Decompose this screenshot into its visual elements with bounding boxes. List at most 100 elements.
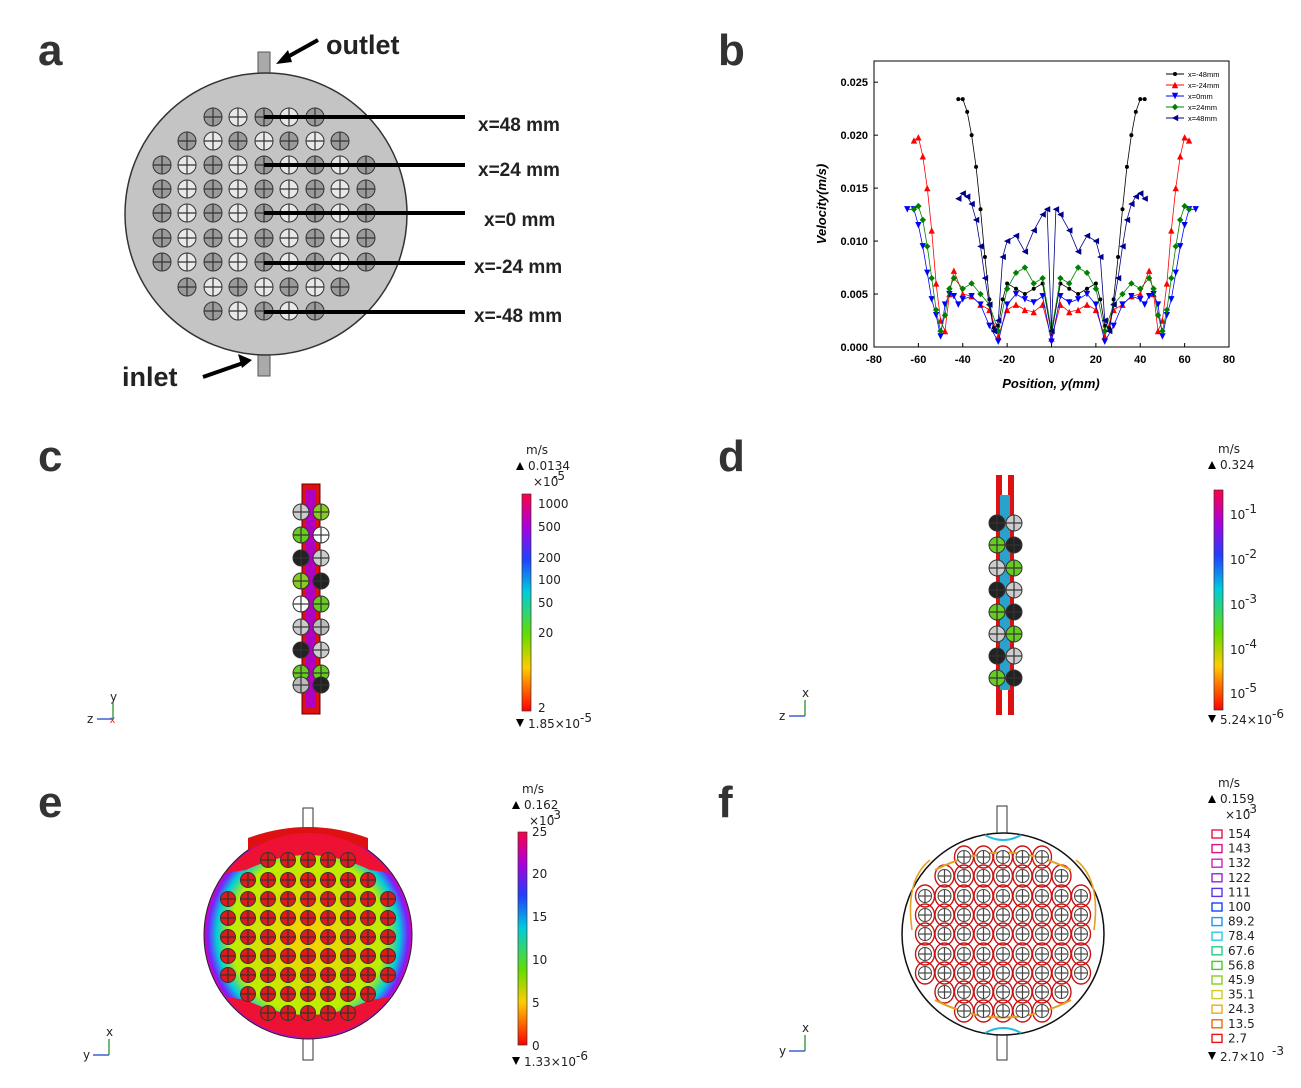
hole — [260, 929, 276, 945]
colorbar-tick-exp: -4 — [1245, 637, 1257, 651]
colorbar-tick: 111 — [1228, 885, 1251, 899]
hole — [360, 872, 376, 888]
outlet-pipe-f — [996, 805, 1008, 837]
data-point — [1005, 281, 1010, 286]
hole — [305, 277, 325, 297]
hole — [292, 572, 310, 590]
hole — [254, 179, 274, 199]
data-point — [1110, 322, 1117, 330]
hole — [305, 228, 325, 248]
data-point — [986, 306, 993, 314]
data-point — [986, 301, 993, 308]
data-point — [1168, 274, 1175, 282]
data-point — [959, 285, 966, 292]
data-point — [1137, 190, 1144, 197]
colorbar-min: 2.7×10 — [1220, 1050, 1264, 1064]
hole — [260, 986, 276, 1002]
data-point — [1067, 286, 1072, 291]
hole — [280, 1005, 296, 1021]
hole — [280, 852, 296, 868]
data-point — [1101, 338, 1108, 345]
data-point — [924, 269, 931, 277]
colorbar-e-labels: m/s 0.162 ×10-325 20 15 10 5 0 1.33×10 -6 — [512, 782, 588, 1069]
hole — [292, 549, 310, 567]
colorbar-max: 0.159 — [1220, 792, 1254, 806]
hole — [996, 889, 1010, 903]
colorbar-tick-base: 10 — [1230, 508, 1245, 522]
x-ticks: -80 -60 -40 -20 0 20 40 60 80 — [866, 343, 1235, 366]
hole — [1035, 1004, 1049, 1018]
data-point — [977, 243, 984, 250]
colorbar-tick: 122 — [1228, 871, 1251, 885]
colorbar-tick-base: 10 — [1230, 687, 1245, 701]
data-point — [1097, 253, 1104, 261]
hole — [152, 252, 172, 272]
hole — [292, 676, 310, 694]
hole — [260, 948, 276, 964]
colorbar-tick-exp: -5 — [1245, 681, 1257, 695]
hole — [152, 155, 172, 175]
hole — [1035, 927, 1049, 941]
colorbar-tick: 67.6 — [1228, 944, 1255, 958]
data-point — [1154, 301, 1162, 308]
data-point — [1192, 206, 1199, 213]
colorbar-swatch — [1211, 858, 1223, 868]
data-point — [1101, 327, 1108, 335]
data-point — [1154, 327, 1162, 335]
data-point — [1057, 211, 1064, 218]
max-marker — [1208, 795, 1216, 803]
hole — [300, 929, 316, 945]
hole — [1035, 947, 1049, 961]
hole — [228, 131, 248, 151]
hole — [292, 618, 310, 636]
hole — [1015, 966, 1030, 980]
x-tick-label: 80 — [1223, 354, 1235, 366]
data-point — [919, 153, 927, 160]
max-marker — [516, 462, 524, 470]
inlet-label: inlet — [122, 362, 178, 392]
hole — [1074, 908, 1088, 922]
x-tick-label: 0 — [1048, 354, 1054, 366]
hole — [988, 536, 1006, 554]
contour-loop — [1070, 922, 1092, 946]
hole — [292, 503, 310, 521]
hole — [152, 228, 172, 248]
data-point — [1181, 221, 1188, 229]
hole — [312, 526, 330, 544]
hole — [177, 228, 197, 248]
data-point — [1128, 200, 1135, 208]
data-point — [1185, 206, 1193, 213]
hole — [340, 967, 356, 983]
data-point — [955, 195, 962, 202]
hole — [254, 131, 274, 151]
colorbar-unit: m/s — [526, 443, 548, 457]
colorbar-tick: 13.5 — [1228, 1017, 1255, 1031]
hole — [957, 1004, 971, 1018]
contour-loop — [1070, 961, 1092, 985]
hole — [312, 676, 330, 694]
hole — [280, 910, 296, 926]
colorbar-c — [521, 493, 532, 712]
panel-label-b: b — [718, 26, 745, 75]
data-point — [1124, 164, 1129, 169]
hole — [203, 301, 223, 321]
hole — [937, 985, 952, 999]
data-point — [904, 206, 911, 213]
hole — [988, 559, 1006, 577]
data-point — [1012, 301, 1020, 308]
hole — [220, 948, 236, 964]
data-point — [1171, 114, 1179, 122]
hole — [1035, 985, 1049, 999]
hole — [240, 986, 256, 1002]
legend: x=-48mm x=-24mm x=0mm x=24mm x=48mm — [1166, 70, 1219, 123]
colorbar-swatch — [1211, 931, 1223, 941]
colorbar-swatch — [1211, 873, 1223, 883]
max-marker — [512, 801, 520, 809]
data-point — [1145, 267, 1153, 274]
hole — [340, 948, 356, 964]
data-point — [1171, 81, 1179, 89]
data-point — [1083, 269, 1091, 277]
data-point — [1132, 193, 1140, 200]
hole — [1054, 966, 1069, 980]
hole — [988, 603, 1006, 621]
